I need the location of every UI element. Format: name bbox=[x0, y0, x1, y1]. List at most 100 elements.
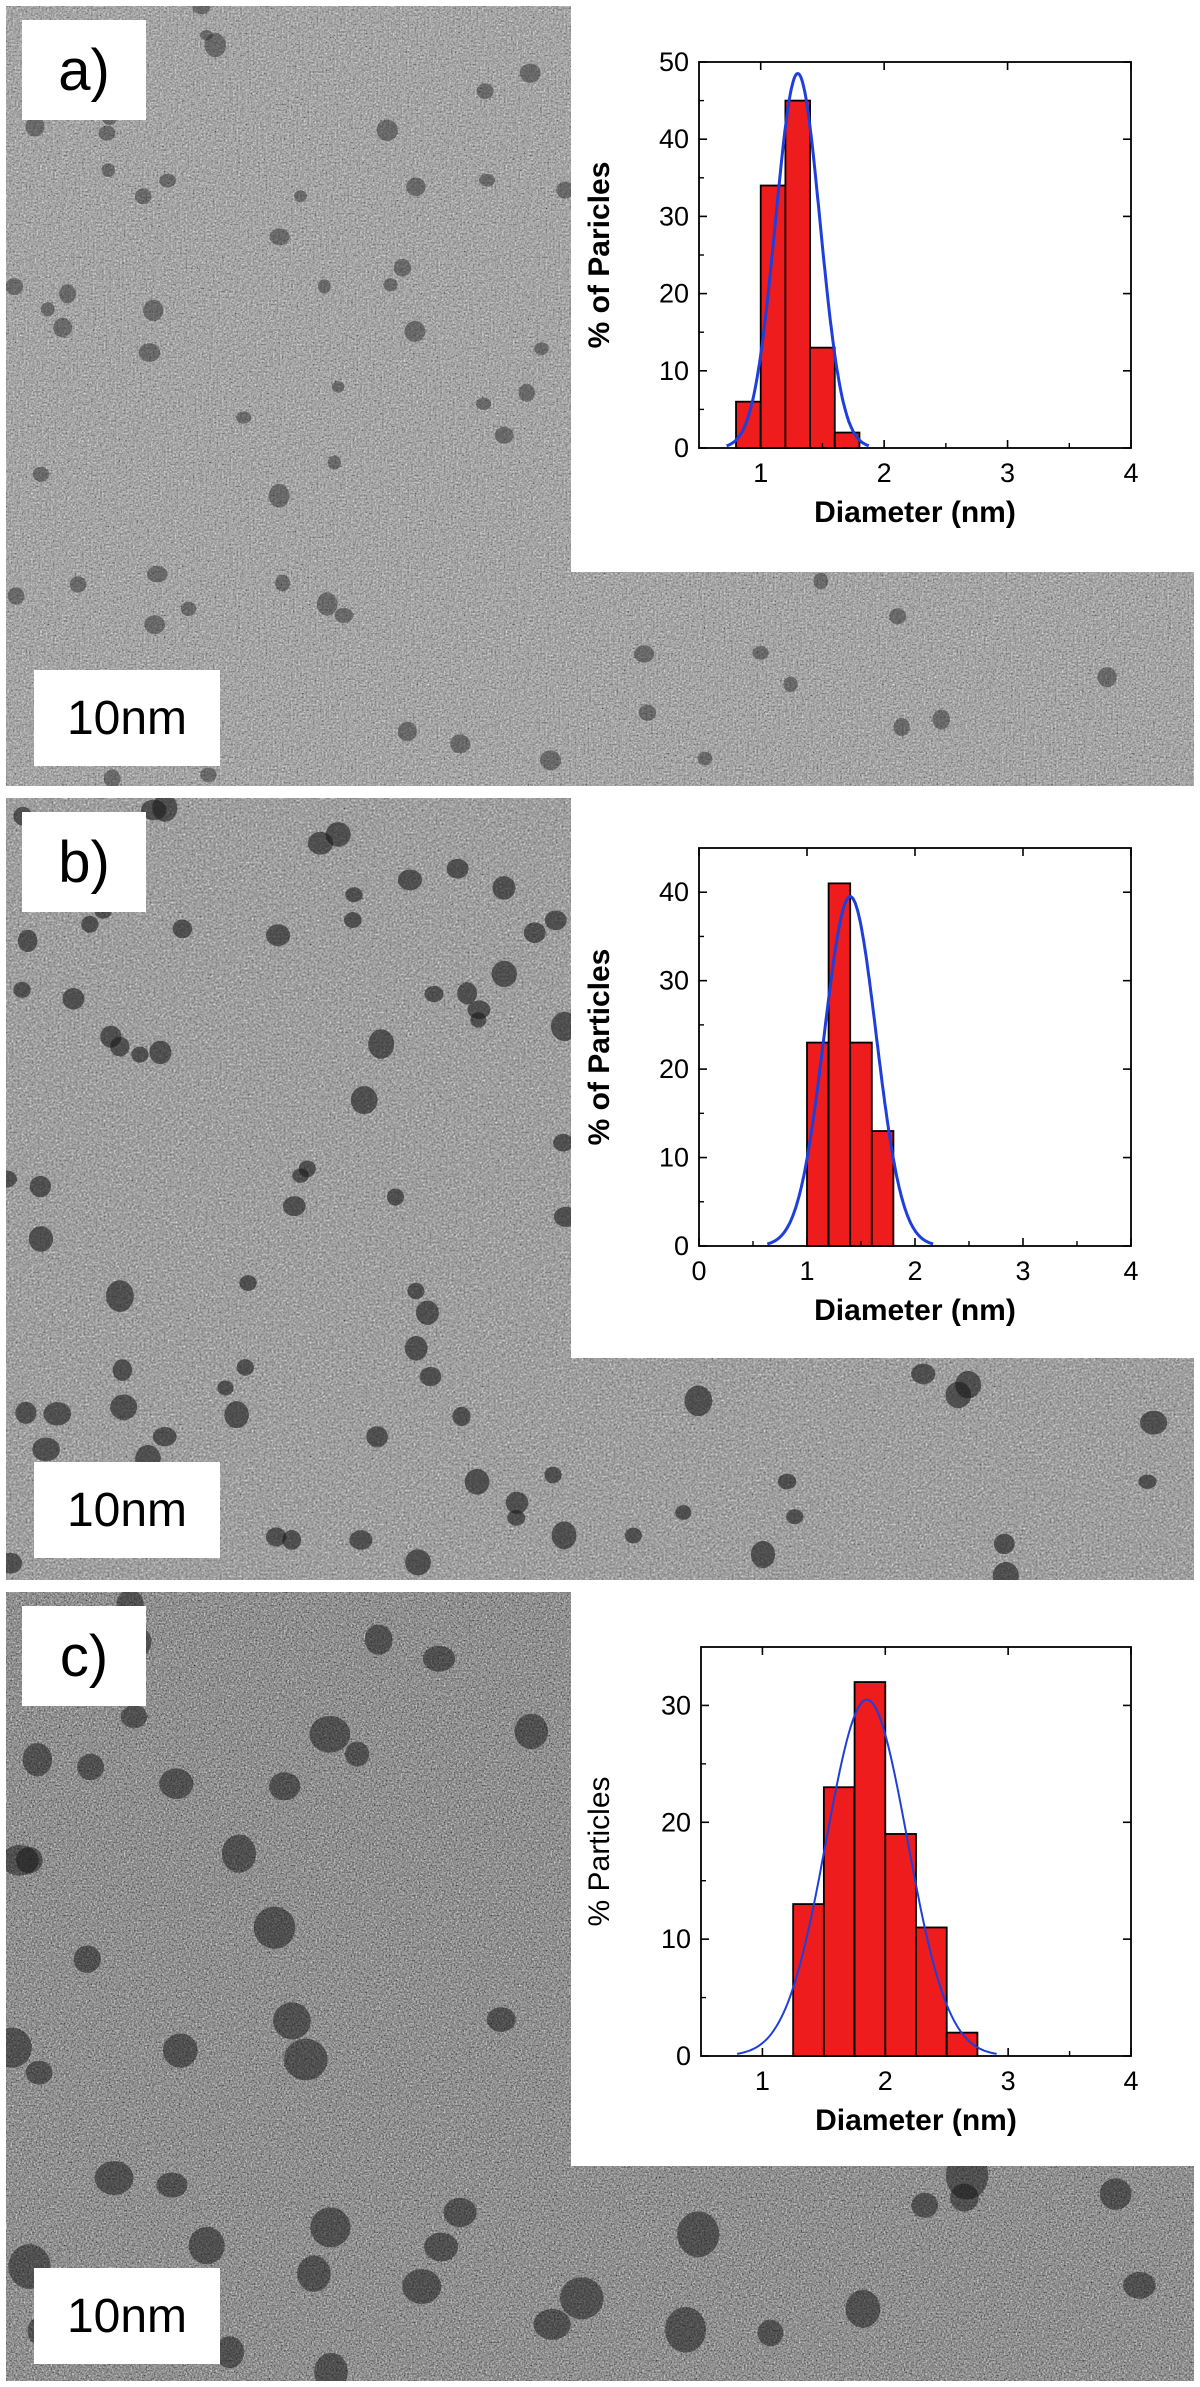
nanoparticle-dot bbox=[269, 228, 290, 246]
nanoparticle-dot bbox=[677, 2211, 720, 2258]
nanoparticle-dot bbox=[494, 426, 514, 444]
nanoparticle-dot bbox=[327, 455, 341, 470]
nanoparticle-dot bbox=[514, 1713, 549, 1750]
gaussian-fit-line bbox=[726, 72, 870, 448]
y-tick-label: 50 bbox=[659, 47, 689, 77]
nanoparticle-dot bbox=[144, 615, 166, 635]
nanoparticle-dot bbox=[6, 2027, 32, 2068]
nanoparticle-dot bbox=[368, 1029, 395, 1059]
x-tick-label: 4 bbox=[1123, 458, 1138, 488]
nanoparticle-dot bbox=[224, 1401, 249, 1429]
nanoparticle-dot bbox=[492, 876, 516, 900]
nanoparticle-dot bbox=[404, 1336, 428, 1361]
nanoparticle-dot bbox=[383, 278, 398, 292]
nanoparticle-dot bbox=[297, 2255, 331, 2292]
nanoparticle-dot bbox=[215, 2336, 245, 2369]
nanoparticle-dot bbox=[283, 2038, 328, 2081]
nanoparticle-dot bbox=[424, 985, 444, 1003]
nanoparticle-dot bbox=[443, 2197, 477, 2228]
nanoparticle-dot bbox=[149, 1040, 172, 1065]
nanoparticle-dot bbox=[845, 2289, 881, 2328]
nanoparticle-dot bbox=[1140, 1410, 1168, 1435]
nanoparticle-dot bbox=[364, 1624, 393, 1655]
nanoparticles-c bbox=[6, 1592, 1156, 2381]
nanoparticle-dot bbox=[402, 2269, 442, 2304]
nanoparticle-dot bbox=[32, 1437, 60, 1462]
nanoparticle-dot bbox=[366, 1426, 388, 1448]
nanoparticle-dot bbox=[345, 887, 363, 903]
nanoparticle-dot bbox=[266, 924, 291, 947]
nanoparticle-dot bbox=[13, 981, 31, 998]
nanoparticle-dot bbox=[406, 177, 426, 197]
nanoparticle-dot bbox=[106, 1280, 134, 1312]
histogram-bar bbox=[849, 1041, 873, 1247]
panel-label-b: b) bbox=[22, 812, 146, 912]
nanoparticle-dot bbox=[325, 822, 351, 847]
panel-label-a: a) bbox=[22, 20, 146, 120]
nanoparticle-dot bbox=[120, 1705, 148, 1729]
nanoparticle-dot bbox=[334, 607, 354, 624]
x-axis-label: Diameter (nm) bbox=[815, 2104, 1017, 2137]
nanoparticle-dot bbox=[25, 116, 45, 137]
nanoparticle-dot bbox=[464, 1468, 490, 1495]
nanoparticle-dot bbox=[221, 1834, 256, 1873]
panel-c: c) 10nm 1 2 3 4 0 10 20 30 Diameter (nm) % Partic… bbox=[6, 1592, 1194, 2381]
nanoparticle-dot bbox=[217, 1380, 234, 1396]
x-tick-label: 1 bbox=[799, 1256, 814, 1286]
gaussian-fit-line bbox=[736, 1698, 997, 2055]
x-tick-label: 4 bbox=[1123, 2066, 1138, 2096]
nanoparticle-dot bbox=[786, 1509, 804, 1525]
nanoparticle-dot bbox=[53, 317, 72, 338]
nanoparticle-dot bbox=[103, 769, 121, 786]
y-tick-label: 40 bbox=[659, 124, 689, 154]
y-axis-label: % of Paricles bbox=[583, 162, 616, 349]
scale-bar-label-c: 10nm bbox=[34, 2268, 220, 2364]
nanoparticle-dot bbox=[397, 869, 422, 891]
nanoparticle-dot bbox=[633, 645, 655, 663]
nanoparticle-dot bbox=[945, 1381, 972, 1409]
nanoparticle-dot bbox=[777, 1473, 797, 1490]
nanoparticle-dot bbox=[813, 572, 829, 590]
nanoparticle-dot bbox=[475, 397, 492, 410]
nanoparticle-dot bbox=[544, 910, 567, 931]
nanoparticle-dot bbox=[7, 587, 25, 605]
nanoparticle-dot bbox=[993, 1533, 1015, 1555]
nanoparticle-dot bbox=[457, 982, 477, 1005]
nanoparticle-dot bbox=[94, 2161, 134, 2195]
x-axis-label: Diameter (nm) bbox=[814, 496, 1016, 529]
nanoparticle-dot bbox=[135, 188, 152, 205]
nanoparticle-dot bbox=[22, 1743, 53, 1777]
nanoparticle-dot bbox=[665, 2307, 707, 2353]
scale-bar-label-a: 10nm bbox=[34, 670, 220, 766]
nanoparticle-dot bbox=[345, 1741, 370, 1767]
nanoparticle-dot bbox=[534, 342, 549, 356]
nanoparticle-dot bbox=[156, 2172, 188, 2198]
plot-frame bbox=[698, 847, 1132, 1247]
nanoparticle-dot bbox=[684, 1385, 713, 1417]
nanoparticle-dot bbox=[783, 676, 798, 693]
nanoparticle-dot bbox=[282, 1530, 302, 1550]
nanoparticle-dot bbox=[479, 173, 495, 187]
scale-bar-label-b: 10nm bbox=[34, 1462, 220, 1558]
nanoparticle-dot bbox=[200, 30, 213, 41]
nanoparticle-dot bbox=[28, 1226, 54, 1252]
nanoparticle-dot bbox=[15, 1401, 37, 1424]
histogram-bar bbox=[884, 1833, 917, 2057]
nanoparticle-dot bbox=[757, 2319, 784, 2347]
nanoparticle-dot bbox=[266, 1527, 287, 1547]
nanoparticle-dot bbox=[624, 1527, 642, 1544]
nanoparticles-a bbox=[6, 6, 1117, 786]
nanoparticle-dot bbox=[159, 1768, 194, 1799]
y-tick-label: 10 bbox=[661, 1924, 691, 1954]
nanoparticle-dot bbox=[316, 592, 338, 616]
nanoparticle-dot bbox=[152, 1427, 177, 1447]
nanoparticle-dot bbox=[467, 1000, 491, 1020]
nanoparticle-dot bbox=[268, 484, 290, 508]
nanoparticle-dot bbox=[204, 32, 226, 58]
y-tick-label: 0 bbox=[674, 1231, 689, 1261]
nanoparticle-dot bbox=[638, 704, 657, 721]
nanoparticle-dot bbox=[32, 466, 50, 482]
panel-b: b) 10nm 0 1 2 3 4 0 10 20 30 40 Diameter (nm)% of … bbox=[6, 798, 1194, 1580]
nanoparticle-dot bbox=[40, 302, 55, 317]
